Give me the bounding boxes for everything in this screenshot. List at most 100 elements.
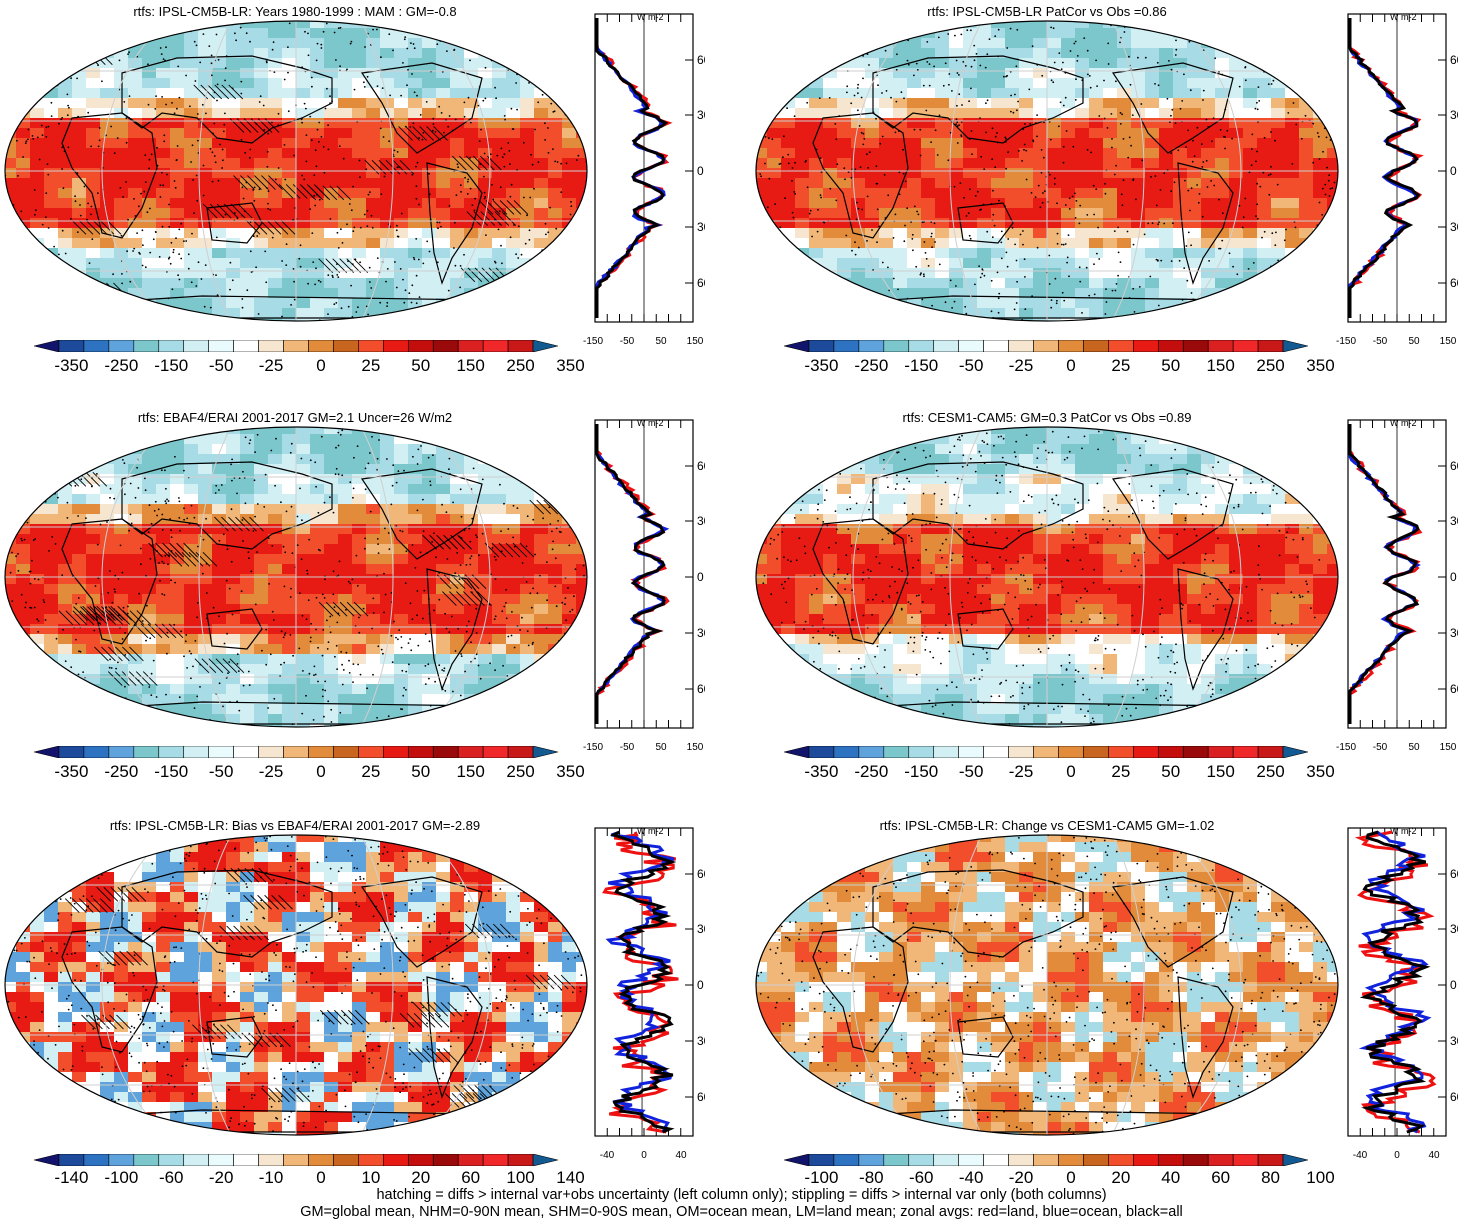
map-cell [198,208,213,219]
map-cell [226,308,241,319]
map-cell [296,427,311,435]
stipple-dot [950,321,952,323]
stipple-dot [193,40,196,43]
map-cell [977,318,992,321]
map-cell [44,28,59,39]
stipple-dot [768,177,771,180]
stipple-dot [1214,38,1217,40]
colorbar-tick-label: 350 [1306,356,1335,375]
map-cell [809,98,824,109]
stipple-dot [41,223,44,226]
stipple-dot [1250,164,1253,167]
stipple-dot [569,281,572,284]
map-cell [324,28,339,39]
map-cell [1215,58,1230,69]
map-cell [1089,21,1104,29]
hatch-line [485,200,501,215]
stipple-dot [272,41,275,43]
stipple-dot [857,246,860,249]
map-cell [240,248,255,259]
stipple-dot [196,200,199,202]
map-cell [464,464,479,475]
map-cell [240,168,255,179]
stipple-dot [208,45,211,47]
stipple-dot [249,40,251,43]
map-cell [44,88,59,99]
map-cell [408,228,423,239]
map-cell [1131,168,1146,179]
map-cell [1173,88,1188,99]
stipple-dot [293,280,295,283]
map-cell [44,198,59,209]
map-cell [72,218,87,229]
stipple-dot [1056,299,1058,302]
stipple-dot [860,35,862,37]
map-cell [296,168,311,179]
map-cell [310,98,325,109]
stipple-dot [1048,173,1051,176]
map-cell [212,464,227,475]
stipple-dot [559,83,561,86]
map-cell [492,118,507,129]
map-cell [366,308,381,319]
map-cell [837,228,852,239]
map-cell [212,198,227,209]
map-cell [921,148,936,159]
stipple-dot [365,168,368,171]
stipple-dot [170,312,173,315]
map-cell [254,278,269,289]
map-cell [506,138,521,149]
stipple-dot [1221,212,1224,215]
stipple-dot [1325,235,1327,237]
map-cell [142,248,157,259]
map-cell [1173,248,1188,259]
map-cell [16,88,31,99]
map-cell [809,21,824,29]
stipple-dot [916,210,918,213]
map-cell [893,28,908,39]
map-cell [478,118,493,129]
map-cell [1103,298,1118,309]
stipple-dot [958,74,960,76]
map-cell [767,178,782,189]
stipple-dot [128,116,130,119]
stipple-dot [82,62,85,65]
colorbar-swatch [883,340,910,352]
map-cell [837,48,852,59]
stipple-dot [182,23,185,26]
map-cell [128,434,143,445]
stipple-dot [163,134,166,137]
stipple-dot [20,287,22,290]
stipple-dot [140,307,143,310]
map-cell [380,48,395,59]
map-cell [184,58,199,69]
map-cell [198,28,213,39]
map-cell [212,38,227,49]
map-cell [72,148,87,159]
map-cell [949,198,964,209]
map-cell [1285,58,1300,69]
stipple-dot [422,131,425,134]
map-cell [1159,318,1174,321]
map-cell [366,78,381,89]
map-cell [492,427,507,435]
stipple-dot [61,271,64,274]
stipple-dot [274,178,277,181]
map-cell [781,128,796,139]
map-cell [310,464,325,475]
map-cell [562,128,577,139]
map-cell [212,434,227,445]
stipple-dot [77,115,79,118]
stipple-dot [902,172,905,175]
stipple-dot [1214,57,1217,60]
stipple-dot [263,129,266,131]
continent-outline [206,202,263,244]
map-cell [935,228,950,239]
map-cell [795,208,810,219]
map-cell [949,248,964,259]
stipple-dot [455,194,458,197]
map-cell [1271,208,1286,219]
map-cell [865,178,880,189]
map-cell [184,258,199,269]
map-cell [198,158,213,169]
